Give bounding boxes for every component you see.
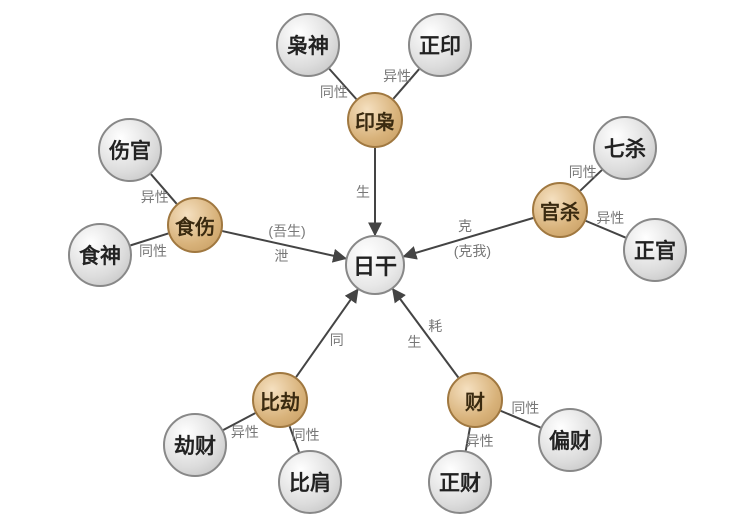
node-zhengguan: 正官 [623, 218, 687, 282]
node-shangguan: 伤官 [98, 118, 162, 182]
node-zhengyin: 正印 [408, 13, 472, 77]
node-shishang: 食伤 [167, 197, 223, 253]
node-bijie: 比劫 [252, 372, 308, 428]
edge-label: 克 [458, 216, 472, 236]
edge-label: 异性 [596, 208, 624, 228]
edge-label: 泄 [274, 246, 288, 266]
edge-label: 异性 [231, 422, 259, 442]
edge-sublabel: 生 [407, 332, 421, 352]
node-center: 日干 [345, 235, 405, 295]
node-piancai: 偏财 [538, 408, 602, 472]
node-bijian: 比肩 [278, 450, 342, 514]
node-zhengcai: 正财 [428, 450, 492, 514]
edge-label: 同性 [511, 398, 539, 418]
edge-label: 同性 [139, 241, 167, 261]
edge-label: 异性 [383, 66, 411, 86]
edge-label: 同性 [292, 425, 320, 445]
edge-label: 同性 [320, 82, 348, 102]
node-qisha: 七杀 [593, 116, 657, 180]
node-jiecai: 劫财 [163, 413, 227, 477]
node-xiaoshen: 枭神 [276, 13, 340, 77]
edge-label: 同 [330, 330, 344, 350]
node-guansha: 官杀 [532, 182, 588, 238]
node-cai: 财 [447, 372, 503, 428]
edge-label: 异性 [141, 187, 169, 207]
node-yinxiao: 印枭 [347, 92, 403, 148]
edge-label: 同性 [569, 162, 597, 182]
node-shishen: 食神 [68, 223, 132, 287]
edge-label: 异性 [466, 431, 494, 451]
edge-sublabel: (吾生) [268, 221, 305, 241]
edge-label: 生 [356, 182, 370, 202]
edge-sublabel: (克我) [454, 241, 491, 261]
edge-label: 耗 [428, 316, 442, 336]
